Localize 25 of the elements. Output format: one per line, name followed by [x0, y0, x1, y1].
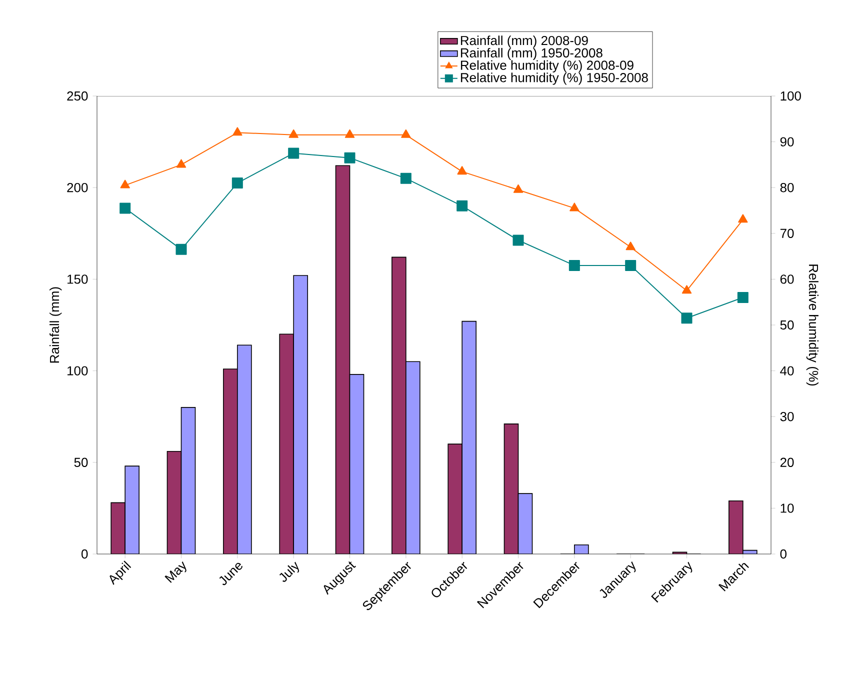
y2-tick-label: 40 [780, 366, 794, 376]
y-tick-label: 200 [67, 182, 88, 192]
legend-label: Relative humidity (%) 2008-09 [460, 60, 634, 72]
y2-tick-label: 0 [780, 549, 787, 559]
y2-tick-label: 60 [780, 274, 794, 284]
y2-tick-label: 80 [780, 182, 794, 192]
y2-axis-title: Relative humidity (%) [806, 264, 818, 386]
y-axis-title: Rainfall (mm) [50, 287, 62, 363]
y-tick-label: 250 [67, 91, 88, 101]
y2-tick-label: 90 [780, 137, 794, 146]
y2-tick-label: 70 [780, 228, 794, 238]
legend-label: Rainfall (mm) 2008-09 [460, 36, 588, 48]
y2-tick-label: 50 [780, 320, 794, 330]
x-tick-label: May [164, 561, 186, 583]
y2-tick-label: 100 [780, 91, 801, 101]
y-tick-label: 50 [74, 458, 88, 467]
y-tick-label: 100 [68, 366, 88, 376]
x-tick-label: July [279, 562, 300, 582]
y2-tick-label: 30 [780, 412, 794, 422]
y2-tick-label: 10 [780, 504, 794, 513]
y-tick-label: 0 [82, 549, 88, 559]
y2-tick-label: 20 [780, 458, 794, 467]
y-tick-label: 150 [68, 274, 88, 284]
legend-label: Relative humidity (%) 1950-2008 [460, 72, 648, 85]
legend-label: Rainfall (mm) 1950-2008 [460, 48, 602, 60]
